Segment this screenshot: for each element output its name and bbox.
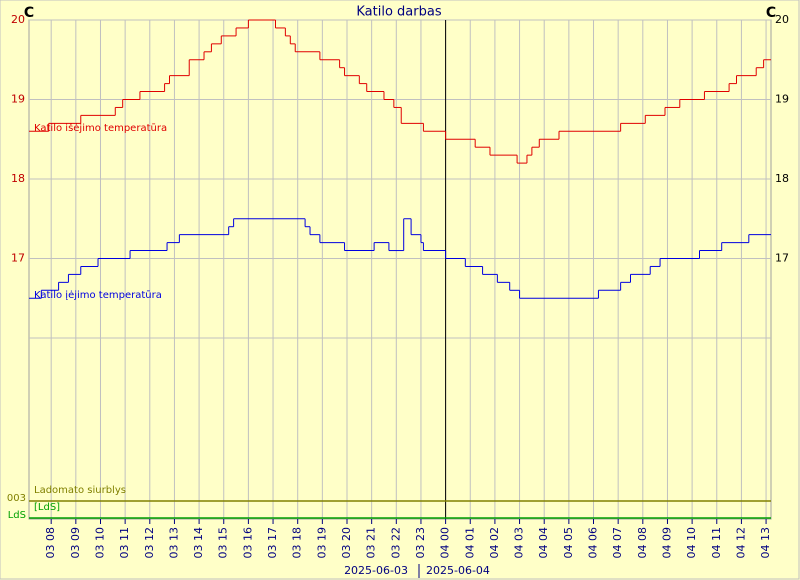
x-tick-label: 03 18 <box>291 527 304 559</box>
x-tick-label: 04 04 <box>537 527 550 559</box>
x-tick-label: 04 10 <box>685 527 698 559</box>
y-tick-label: 20 <box>775 13 789 26</box>
x-tick-label: 03 13 <box>167 527 180 559</box>
status-label: Ladomato siurblys <box>34 485 126 496</box>
x-tick-label: 03 23 <box>414 527 427 559</box>
y-tick-label: 18 <box>775 172 789 185</box>
x-tick-label: 04 01 <box>463 527 476 559</box>
x-tick-label: 03 12 <box>143 527 156 559</box>
x-tick-label: 04 09 <box>660 527 673 559</box>
x-tick-label: 04 00 <box>439 527 452 559</box>
x-tick-label: 03 22 <box>389 527 402 559</box>
y-unit-left: C <box>24 5 34 21</box>
x-tick-label: 03 10 <box>93 527 106 559</box>
chart-title: Katilo darbas <box>356 5 441 20</box>
x-tick-label: 04 02 <box>488 527 501 559</box>
x-tick-label: 04 13 <box>759 527 772 559</box>
x-tick-label: 04 11 <box>710 527 723 559</box>
x-tick-label: 04 06 <box>587 527 600 559</box>
x-tick-label: 04 12 <box>734 527 747 559</box>
x-tick-label: 03 08 <box>44 527 57 559</box>
date-left: 2025-06-03 <box>344 564 408 577</box>
y-unit-right: C <box>766 5 776 21</box>
status-axis-label: 003 <box>7 493 26 504</box>
x-tick-label: 04 07 <box>611 527 624 559</box>
y-tick-label: 19 <box>775 93 789 106</box>
y-tick-label: 18 <box>11 172 25 185</box>
x-tick-label: 03 14 <box>192 527 205 559</box>
y-tick-label: 20 <box>11 13 25 26</box>
y-tick-label: 17 <box>775 252 789 265</box>
y-tick-label: 17 <box>11 252 25 265</box>
status-label: [LdS] <box>34 502 60 513</box>
status-axis-label: LdS <box>8 510 26 521</box>
x-tick-label: 03 09 <box>69 527 82 559</box>
y-tick-label: 19 <box>11 93 25 106</box>
x-tick-label: 04 03 <box>513 527 526 559</box>
x-tick-label: 04 08 <box>636 527 649 559</box>
x-tick-label: 03 21 <box>365 527 378 559</box>
x-tick-label: 04 05 <box>562 527 575 559</box>
x-tick-label: 03 11 <box>118 527 131 559</box>
x-tick-label: 03 15 <box>217 527 230 559</box>
x-tick-label: 03 19 <box>315 527 328 559</box>
series-label: Katilo išėjimo temperatūra <box>34 122 167 134</box>
x-tick-label: 03 17 <box>266 527 279 559</box>
x-tick-label: 03 20 <box>340 527 353 559</box>
x-tick-label: 03 16 <box>241 527 254 559</box>
date-right: 2025-06-04 <box>426 564 490 577</box>
series-label: Katilo įėjimo temperatūra <box>34 290 162 301</box>
